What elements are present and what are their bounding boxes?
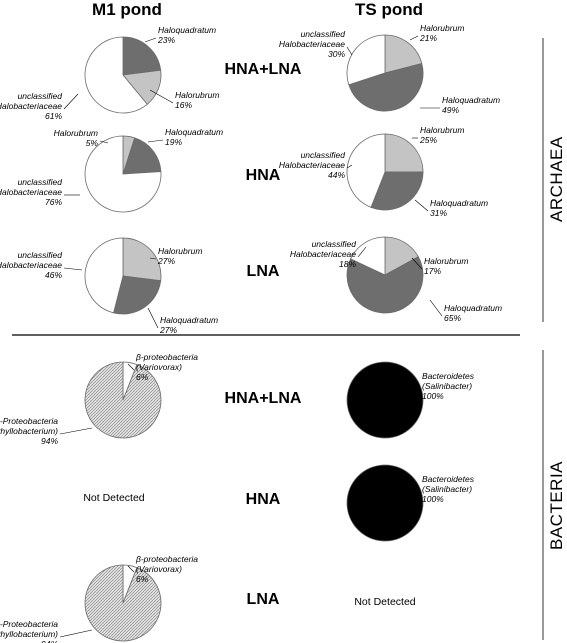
pie-slice-haloquadratum: [113, 275, 162, 315]
pie-archaea-m1-pond-hna-lna: Haloquadratum 23% Halorubrum 16% unclassifie…: [0, 25, 219, 121]
row-label-bacteria-hna: HNA: [246, 491, 281, 508]
label-leader-line: [346, 46, 353, 56]
pie-slice-unclassified-halobacteriaceae: [350, 236, 386, 276]
slice-label-unclassified-halobacteriaceae: unclassified Halobacteriaceae 46%: [0, 250, 62, 280]
pie-slice-bacteroidetes: [346, 464, 424, 542]
pie-bacteria-ts-pond-hna-lna: Bacteroidetes (Salinibacter) 100%: [346, 361, 475, 439]
label-leader-line: [127, 565, 135, 573]
pies-layer: Haloquadratum 23% Halorubrum 16% unclassifie…: [0, 23, 502, 643]
slice-label-unclassified-halobacteriaceae: unclassified Halobacteriaceae 18%: [290, 239, 357, 269]
slice-label-unclassified-halobacteriaceae: unclassified Halobacteriaceae 61%: [0, 91, 62, 121]
label-leader-line: [99, 140, 109, 144]
slice-label-bacteroidetes: Bacteroidetes (Salinibacter) 100%: [422, 474, 475, 504]
slice-label-halorubrum: Halorubrum 16%: [175, 90, 219, 110]
not-detected-m1-hna: Not Detected: [83, 492, 144, 504]
slice-label-proteobacteria: α-Proteobacteria(Phyllobacterium)94%: [0, 416, 58, 446]
slice-label-proteobacteria: α-Proteobacteria(Phyllobacterium)94%: [0, 619, 58, 643]
pie-slice-haloquadratum: [122, 36, 162, 76]
pie-slice-unclassified-halobacteriaceae: [84, 237, 124, 314]
pie-slice-haloquadratum: [348, 63, 424, 112]
pie-slice-unclassified-halobacteriaceae: [84, 135, 162, 213]
pie-slice-unclassified-halobacteriaceae: [346, 133, 386, 208]
label-leader-line: [414, 199, 429, 212]
not-detected-ts-lna: Not Detected: [354, 596, 415, 608]
slice-label-haloquadratum: Haloquadratum 31%: [430, 198, 488, 218]
row-label-bacteria-hna-lna: HNA+LNA: [225, 390, 302, 407]
row-label-bacteria-lna: LNA: [247, 591, 280, 608]
label-leader-line: [147, 139, 164, 143]
slice-label-unclassified-halobacteriaceae: unclassified Halobacteriaceae 30%: [279, 29, 346, 59]
slice-label-haloquadratum: Haloquadratum 27%: [159, 315, 218, 335]
section-label-bacteria: BACTERIA: [547, 461, 566, 550]
slice-label-unclassified-halobacteriaceae: unclassified Halobacteriaceae 76%: [0, 177, 62, 207]
label-leader-line: [411, 257, 423, 270]
row-label-archaea-hna: HNA: [246, 167, 281, 184]
pie-slice-proteobacteria: [84, 564, 162, 642]
label-leader-line: [429, 299, 443, 317]
pie-bacteria-m1-pond-lna: β-proteobacteria (Variovorax) 6% α-Proteoba…: [0, 554, 198, 643]
section-label-archaea: ARCHAEA: [547, 136, 566, 222]
column-title-m1: M1 pond: [92, 0, 162, 19]
label-leader-line: [59, 629, 93, 638]
slice-label-halorubrum: Halorubrum 27%: [157, 246, 202, 266]
label-leader-line: [357, 246, 367, 258]
pie-archaea-ts-pond-hna: Halorubrum 25% Haloquadratum 31% unclassifie…: [279, 125, 488, 218]
pie-slice-proteobacteria: [84, 361, 162, 439]
slice-label-haloquadratum: Haloquadratum 49%: [442, 95, 500, 115]
slice-label-haloquadratum: Haloquadratum 23%: [157, 25, 216, 45]
row-label-archaea-lna: LNA: [247, 263, 280, 280]
label-leader-line: [149, 89, 174, 104]
pie-archaea-m1-pond-hna: Halorubrum 5% Haloquadratum 19% unclassified…: [0, 127, 223, 213]
row-label-archaea-hna-lna: HNA+LNA: [225, 61, 302, 78]
slice-label-unclassified-halobacteriaceae: unclassified Halobacteriaceae 44%: [279, 150, 346, 180]
pie-bacteria-m1-pond-hna-lna: β-proteobacteria (Variovorax) 6% α-Proteoba…: [0, 352, 198, 446]
slice-label-halorubrum: Halorubrum 25%: [419, 125, 464, 145]
label-leader-line: [149, 257, 157, 260]
slice-label-proteobacteria: β-proteobacteria (Variovorax) 6%: [135, 554, 198, 584]
pie-slice-haloquadratum: [122, 137, 162, 175]
label-leader-line: [144, 37, 157, 43]
pie-slice-halorubrum: [384, 34, 423, 74]
slice-label-haloquadratum: Haloquadratum 19%: [165, 127, 223, 147]
label-leader-line: [147, 307, 159, 329]
slice-label-halorubrum: Halorubrum 5%: [54, 128, 99, 148]
label-leader-line: [63, 267, 83, 271]
label-leader-line: [346, 164, 353, 169]
label-leader-line: [127, 363, 135, 371]
label-leader-line: [409, 35, 419, 41]
pie-archaea-m1-pond-lna: Halorubrum 27% Haloquadratum 27% unclassifie…: [0, 237, 218, 335]
pie-archaea-ts-pond-lna: Halorubrum 17% Haloquadratum 65% unclassifie…: [290, 236, 502, 323]
label-leader-line: [59, 427, 93, 435]
pie-slice-unclassified-halobacteriaceae: [346, 34, 386, 86]
slice-label-bacteroidetes: Bacteroidetes (Salinibacter) 100%: [422, 371, 475, 401]
pie-slice-haloquadratum: [370, 171, 424, 211]
slice-label-halorubrum: Halorubrum 21%: [419, 23, 464, 43]
pie-slice-haloquadratum: [346, 256, 424, 314]
slice-label-proteobacteria: β-proteobacteria (Variovorax) 6%: [135, 352, 198, 382]
column-title-ts: TS pond: [355, 0, 423, 19]
pie-slice-halorubrum: [122, 237, 162, 282]
slice-label-haloquadratum: Haloquadratum 65%: [444, 303, 502, 323]
pie-slice-unclassified-halobacteriaceae: [84, 36, 148, 114]
label-leader-line: [63, 93, 79, 110]
pie-bacteria-ts-pond-hna: Bacteroidetes (Salinibacter) 100%: [346, 464, 475, 542]
pie-archaea-ts-pond-hna-lna: Halorubrum 21% Haloquadratum 49% unclassifie…: [279, 23, 500, 115]
slice-label-halorubrum: Halorubrum 17%: [424, 256, 468, 276]
pie-slice-halorubrum: [384, 133, 424, 173]
pie-slice-bacteroidetes: [346, 361, 424, 439]
